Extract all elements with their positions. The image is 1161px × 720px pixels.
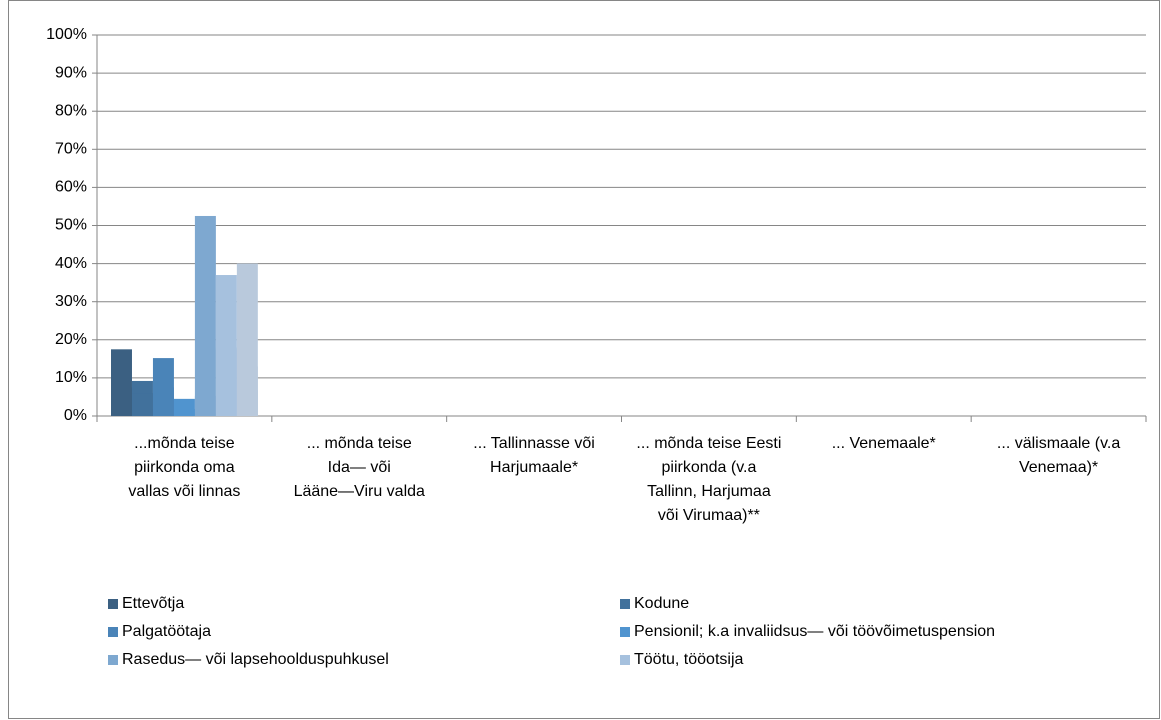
x-tick-label: ... mõnda teise Eesti piirkonda (v.a Talli… [636, 435, 781, 524]
bar [111, 349, 132, 416]
y-tick-label: 50% [55, 217, 87, 234]
y-tick-label: 80% [55, 102, 87, 119]
y-tick-label: 30% [55, 293, 87, 310]
x-tick-label: ... Venemaale* [832, 435, 936, 452]
legend-swatch [620, 599, 630, 609]
legend-swatch [620, 627, 630, 637]
x-tick-label: ... Tallinnasse või Harjumaale* [473, 435, 595, 476]
bar [173, 398, 195, 416]
legend-label: Ettevõtja [122, 595, 184, 612]
y-tick-label: 40% [55, 255, 87, 272]
bar [215, 275, 237, 416]
y-tick-label: 90% [55, 64, 87, 81]
legend-swatch [108, 655, 118, 665]
x-tick-label: ...mõnda teise piirkonda oma vallas või li… [128, 435, 240, 500]
bar [131, 393, 153, 416]
y-tick-label: 60% [55, 179, 87, 196]
bar [152, 358, 174, 416]
bar [194, 215, 216, 416]
legend-swatch [108, 627, 118, 637]
legend-label: Rasedus— või lapsehoolduspuhkusel [122, 651, 389, 668]
y-tick-label: 0% [64, 407, 87, 424]
legend-swatch [108, 599, 118, 609]
x-tick-label: ... välismaale (v.a Venemaa)* [997, 435, 1120, 476]
y-tick-label: 100% [46, 26, 87, 43]
x-tick-label: ... mõnda teise Ida— või Lääne—Viru valda [294, 435, 425, 500]
bar [236, 263, 258, 416]
y-tick-label: 10% [55, 369, 87, 386]
legend-label: Palgatöötaja [122, 623, 211, 640]
legend-swatch [620, 655, 630, 665]
legend-label: Kodune [634, 595, 689, 612]
y-tick-label: 20% [55, 331, 87, 348]
legend-label: Töötu, tööotsija [634, 651, 744, 668]
y-tick-label: 70% [55, 141, 87, 158]
legend-label: Pensionil; k.a invaliidsus— või töövõime… [634, 623, 995, 640]
